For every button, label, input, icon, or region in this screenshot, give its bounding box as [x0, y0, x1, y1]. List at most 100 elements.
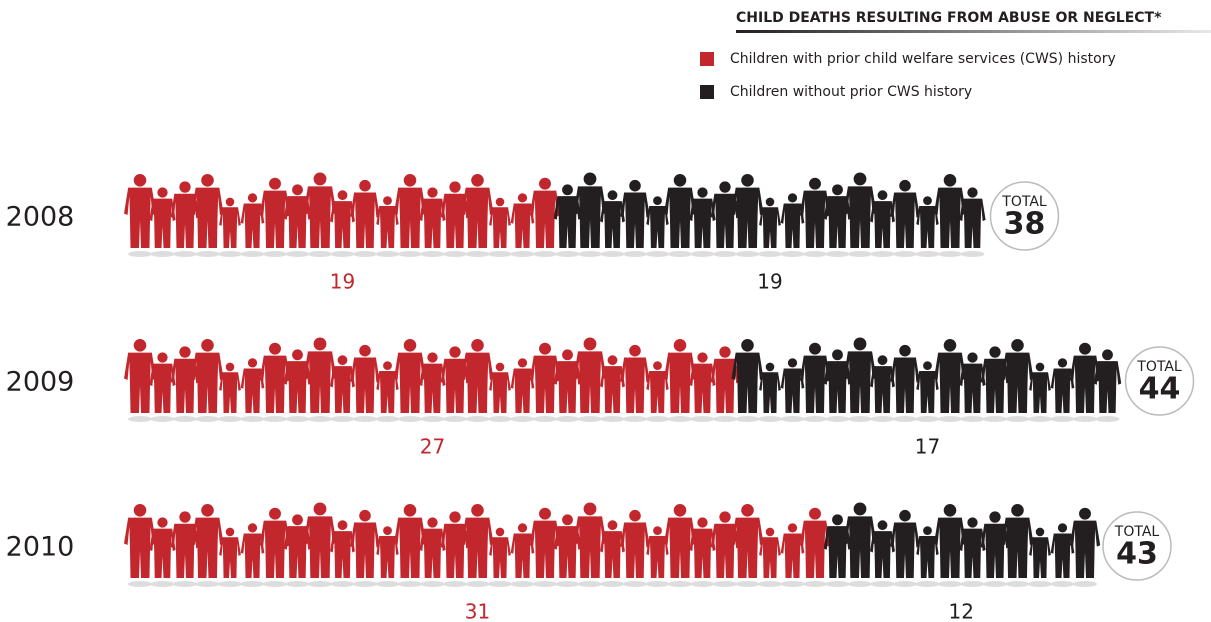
child-figure — [600, 355, 625, 413]
shadow — [398, 416, 422, 422]
shadow — [600, 251, 625, 257]
shadow — [533, 416, 557, 422]
shadow — [1028, 581, 1052, 587]
shadow — [825, 251, 850, 257]
child-figure — [350, 509, 380, 578]
child-figure — [330, 190, 355, 248]
shadow — [915, 581, 940, 587]
shadow — [420, 581, 445, 587]
total-caption: TOTAL — [1136, 359, 1182, 375]
total-value: 38 — [1004, 207, 1046, 242]
shadow — [870, 251, 895, 257]
shadow — [465, 416, 490, 422]
child-figure — [1069, 507, 1101, 578]
value-label: 19 — [757, 270, 782, 294]
child-figure — [799, 507, 831, 578]
child-figure — [259, 507, 291, 578]
shadow — [353, 251, 377, 257]
shadow — [915, 416, 940, 422]
shadow — [443, 251, 467, 257]
child-figure — [870, 355, 895, 413]
child-figure — [646, 361, 669, 413]
child-figure — [149, 187, 176, 248]
child-figure — [219, 197, 241, 248]
shadow — [668, 251, 692, 257]
shadow — [780, 251, 805, 257]
child-figure — [149, 517, 176, 578]
shadow — [285, 416, 310, 422]
figure-group — [553, 172, 986, 257]
shadow — [218, 416, 242, 422]
shadow — [668, 581, 692, 587]
shadow — [510, 416, 535, 422]
child-figure — [916, 196, 939, 248]
shadow — [803, 416, 827, 422]
shadow — [758, 251, 782, 257]
child-figure — [959, 187, 986, 248]
child-figure — [799, 342, 831, 413]
child-figure — [240, 523, 265, 578]
shadow — [263, 251, 287, 257]
child-figure — [959, 517, 986, 578]
figure-group — [124, 502, 831, 587]
shadow — [645, 251, 670, 257]
value-label: 17 — [915, 435, 940, 459]
shadow — [938, 581, 962, 587]
shadow — [848, 581, 872, 587]
shadow — [330, 416, 355, 422]
child-figure — [330, 520, 355, 578]
child-figure — [283, 184, 312, 248]
child-figure — [219, 362, 241, 413]
shadow — [173, 416, 197, 422]
child-figure — [350, 179, 380, 248]
shadow — [893, 251, 917, 257]
child-figure — [934, 173, 966, 248]
shadow — [128, 416, 152, 422]
shadow — [128, 581, 152, 587]
child-figure — [303, 337, 337, 413]
shadow — [443, 581, 467, 587]
child-figure — [170, 346, 200, 413]
shadow — [600, 416, 625, 422]
shadow — [983, 416, 1007, 422]
shadow — [645, 416, 670, 422]
shadow — [398, 251, 422, 257]
shadow — [150, 416, 175, 422]
child-figure — [1050, 358, 1075, 413]
total-caption: TOTAL — [1001, 194, 1047, 210]
child-figure — [759, 527, 781, 578]
child-figure — [870, 190, 895, 248]
child-figure — [843, 502, 877, 578]
child-figure — [510, 358, 535, 413]
shadow — [600, 581, 625, 587]
child-figure — [870, 520, 895, 578]
child-figure — [689, 352, 716, 413]
child-figure — [664, 173, 696, 248]
child-figure — [573, 172, 607, 248]
shadow — [330, 581, 355, 587]
shadow — [578, 251, 602, 257]
shadow — [848, 251, 872, 257]
child-figure — [646, 526, 669, 578]
shadow — [533, 251, 557, 257]
shadow — [780, 581, 805, 587]
shadow — [735, 416, 760, 422]
shadow — [510, 251, 535, 257]
child-figure — [191, 504, 224, 578]
child-figure — [529, 177, 561, 248]
child-figure — [394, 339, 426, 413]
figure-group — [823, 502, 1101, 587]
child-figure — [731, 339, 764, 413]
title-rule — [736, 30, 1211, 33]
shadow — [263, 581, 287, 587]
shadow — [173, 251, 197, 257]
child-figure — [259, 177, 291, 248]
shadow — [1095, 416, 1120, 422]
shadow — [1050, 416, 1075, 422]
shadow — [1005, 416, 1030, 422]
child-figure — [529, 507, 561, 578]
year-label: 2009 — [6, 367, 75, 398]
shadow — [848, 416, 872, 422]
child-figure — [934, 504, 966, 578]
